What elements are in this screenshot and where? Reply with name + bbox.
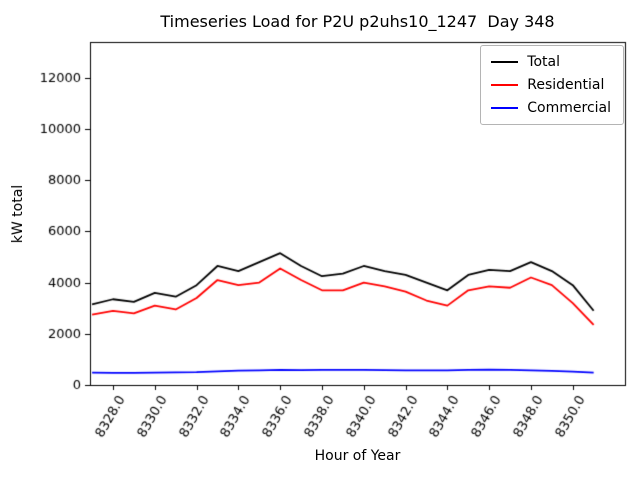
y-axis-label: kW total xyxy=(10,184,26,244)
legend-item-residential: Residential xyxy=(491,77,611,93)
x-axis-label: Hour of Year xyxy=(314,448,401,464)
legend-swatch-total xyxy=(491,61,519,63)
legend-label: Total xyxy=(527,54,560,70)
legend-item-commercial: Commercial xyxy=(491,100,611,116)
legend-label: Commercial xyxy=(527,100,611,116)
legend-swatch-commercial xyxy=(491,107,519,109)
chart-title: Timeseries Load for P2U p2uhs10_1247 Day… xyxy=(160,12,555,31)
legend-item-total: Total xyxy=(491,54,611,70)
legend-swatch-residential xyxy=(491,84,519,86)
legend-label: Residential xyxy=(527,77,605,93)
legend: Total Residential Commercial xyxy=(480,45,624,125)
